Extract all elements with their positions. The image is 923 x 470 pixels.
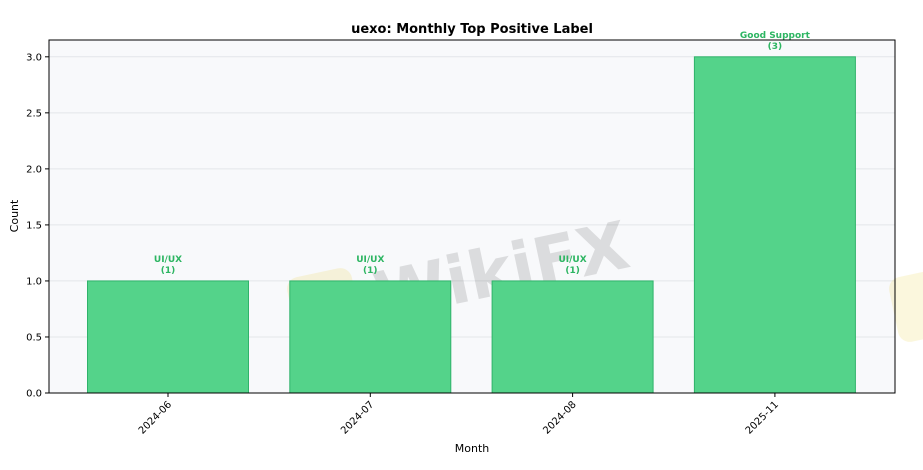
bar [491,280,654,394]
bar-value-label: UI/UX [558,255,586,265]
y-axis-label: Count [8,199,21,232]
y-tick-label: 0.5 [26,332,42,343]
chart-title: uexo: Monthly Top Positive Label [351,22,593,37]
x-tick-label: 2024-08 [541,399,578,436]
x-axis: 2024-06 2024-07 2024-08 2025-11 [137,393,781,437]
y-axis: 0.0 0.5 1.0 1.5 2.0 2.5 3.0 [26,52,49,400]
plot-frame [48,39,896,394]
bar-value-label: UI/UX [154,255,182,265]
bar-value-label: Good Support [740,31,811,41]
bar [289,280,452,394]
y-tick-label: 3.0 [26,52,42,63]
y-tick-label: 0.0 [26,389,42,400]
y-tick-label: 2.5 [26,108,42,119]
bar-count-label: (1) [565,266,580,276]
x-axis-label: Month [455,442,490,455]
bar [693,56,856,394]
y-tick-label: 1.5 [26,220,42,231]
bar-count-label: (1) [363,266,378,276]
bar-labels: UI/UX(1)UI/UX(1)UI/UX(1)Good Support(3) [154,31,811,276]
bar [87,280,249,394]
x-tick-label: 2024-06 [137,399,174,436]
bars [87,56,856,394]
y-tick-label: 2.0 [26,164,42,175]
bar-count-label: (1) [161,266,176,276]
x-tick-label: 2024-07 [339,399,376,436]
bar-value-label: UI/UX [356,255,384,265]
y-tick-label: 1.0 [26,276,42,287]
x-tick-label: 2025-11 [744,399,781,436]
bar-count-label: (3) [768,42,783,52]
